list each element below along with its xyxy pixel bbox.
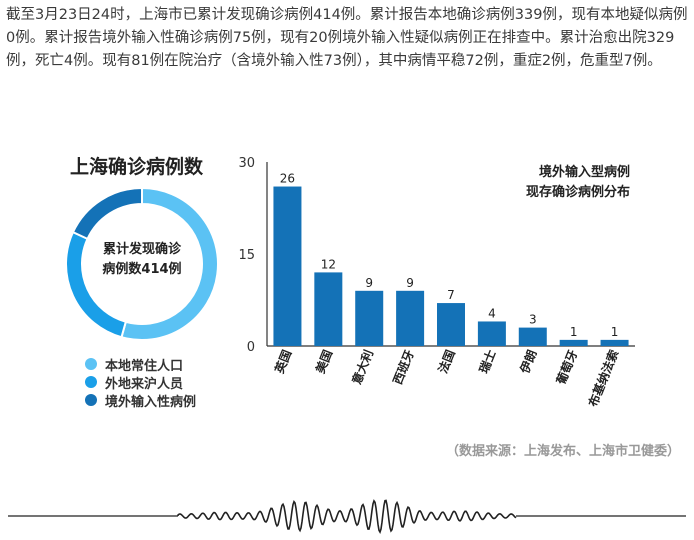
bar <box>437 303 465 346</box>
waveform-path <box>177 499 517 534</box>
bar-value-label: 1 <box>611 325 619 339</box>
x-tick-label: 瑞士 <box>476 348 499 376</box>
bar-chart-title: 现存确诊病例分布 <box>526 184 630 200</box>
bar-value-label: 1 <box>570 325 578 339</box>
x-tick-label: 意大利 <box>349 348 376 387</box>
y-tick-label: 30 <box>238 156 255 171</box>
x-tick-label: 葡萄牙 <box>553 348 581 388</box>
data-source-note: （数据来源：上海发布、上海市卫健委） <box>445 444 680 459</box>
legend-label: 外地来沪人员 <box>105 376 184 392</box>
legend-label: 境外输入性病例 <box>105 394 197 410</box>
bar <box>273 186 302 346</box>
x-tick-label: 英国 <box>271 348 294 376</box>
bar <box>314 272 343 346</box>
legend-swatch <box>85 376 97 388</box>
y-tick-label: 0 <box>247 340 255 355</box>
bar-chart: 0 15 30 26 英国 12 美国 9 意大利 9 西班牙 7 法国 4 瑞士 3 伊朗 1 葡萄牙 1 布基纳法索… <box>238 156 635 409</box>
x-tick-label: 伊朗 <box>516 348 539 377</box>
legend-item: 外地来沪人员 <box>85 373 196 392</box>
bar <box>600 339 629 346</box>
donut-center-line1: 累计发现确诊 <box>102 242 181 257</box>
legend-swatch <box>85 394 97 406</box>
y-tick-label: 15 <box>238 248 255 263</box>
x-tick-label: 布基纳法索 <box>585 348 621 409</box>
bar-value-label: 9 <box>406 276 414 290</box>
legend-item: 本地常住人口 <box>85 355 196 374</box>
x-tick-label: 美国 <box>312 348 335 376</box>
bar <box>559 339 588 346</box>
x-tick-label: 西班牙 <box>389 348 416 387</box>
donut-center-label: 累计发现确诊 病例数414例 <box>88 240 196 280</box>
bar <box>518 327 547 346</box>
bar-value-label: 3 <box>529 313 537 327</box>
donut-chart-title: 上海确诊病例数 <box>70 156 204 178</box>
bar-value-label: 12 <box>321 257 336 271</box>
donut-slice <box>71 186 143 241</box>
donut-legend: 本地常住人口 外地来沪人员 境外输入性病例 <box>85 355 197 410</box>
bar-value-label: 7 <box>447 288 455 302</box>
donut-center-line2: 病例数414例 <box>102 262 182 277</box>
legend-item: 境外输入性病例 <box>85 391 197 410</box>
intro-paragraph: 截至3月23日24时，上海市已累计发现确诊病例414例。累计报告本地确诊病例33… <box>6 7 688 69</box>
bar-value-label: 4 <box>488 306 496 320</box>
bar <box>355 290 384 346</box>
waveform-divider <box>8 499 686 534</box>
bar <box>396 290 425 346</box>
bar-value-label: 9 <box>365 276 373 290</box>
bar-value-label: 26 <box>280 172 295 186</box>
bar-chart-title: 境外输入型病例 <box>539 164 630 180</box>
donut-chart <box>65 186 219 341</box>
x-tick-label: 法国 <box>435 348 458 376</box>
bar <box>477 321 506 346</box>
legend-label: 本地常住人口 <box>105 358 184 374</box>
legend-swatch <box>85 358 97 370</box>
